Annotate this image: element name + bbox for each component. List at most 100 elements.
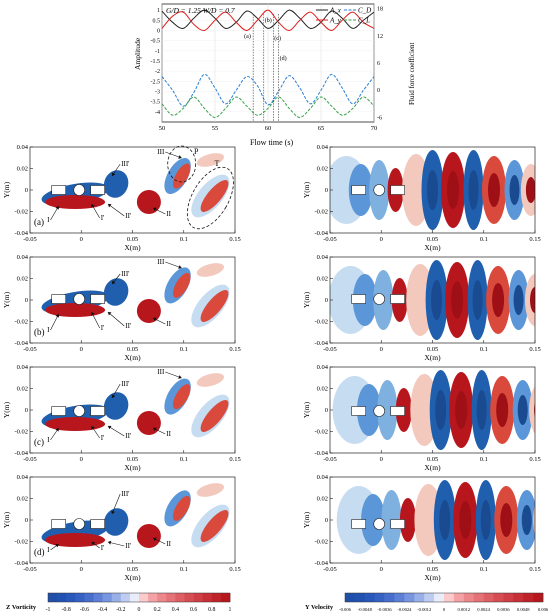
x-tick-label: 0 <box>380 236 383 243</box>
x-tick-label: -0.05 <box>23 346 37 353</box>
middle-circular-cylinder <box>73 405 85 417</box>
vortex-label: I' <box>101 214 105 222</box>
x-axis-label: X(m) <box>124 573 141 582</box>
x-axis-label: X(m) <box>124 463 141 472</box>
y-left-tick-label: -2.5 <box>151 79 161 85</box>
velocity-contour-core <box>525 177 535 203</box>
y-tick-label: 0.02 <box>17 276 28 283</box>
x-tick-label: 60 <box>265 125 272 132</box>
x-tick-label: 0.15 <box>529 456 540 463</box>
velocity-field <box>330 147 535 233</box>
vorticity-field <box>30 367 235 453</box>
positive-vortex <box>172 384 191 410</box>
y-axis-label: Y(m) <box>2 181 11 198</box>
x-tick-label: 0.1 <box>180 566 188 573</box>
vorticity-panel-c: -0.05 0 0.05 0.1 0.15 0.04 0.02 0 -0.02 -0.04 Y(m)… <box>2 365 241 472</box>
x-tick-label: 0.1 <box>480 456 488 463</box>
velocity-field <box>330 477 535 563</box>
x-tick-label: 0 <box>80 566 83 573</box>
y-left-tick-label: -4 <box>155 110 160 116</box>
velocity-contour-core <box>447 171 459 209</box>
vortex-label: II' <box>125 542 131 550</box>
vortex-label: II <box>166 540 171 548</box>
colorbar-band <box>57 593 67 602</box>
series-line-cd <box>161 73 375 107</box>
y-axis-label: Y(m) <box>2 291 11 308</box>
colorbar-band <box>394 593 405 602</box>
x-tick-label: 0.15 <box>529 236 540 243</box>
time-marker-label: (b) <box>265 17 272 24</box>
positive-shear-layer <box>45 195 106 209</box>
y-tick-label: 0 <box>325 187 328 194</box>
vortex-label: I' <box>101 324 105 332</box>
y-left-tick-label: -3.5 <box>151 100 161 106</box>
colorbar-tick-label: 0.6 <box>190 607 197 613</box>
velocity-colorbar <box>344 592 544 603</box>
x-axis-label: X(m) <box>124 243 141 252</box>
time-marker-label: (a) <box>244 33 251 40</box>
vortex-label: I <box>47 326 50 334</box>
series-line-cl <box>161 96 375 118</box>
vortex-label: III' <box>121 160 129 168</box>
colorbar-tick-label: -0.6 <box>80 607 89 613</box>
colorbar-band <box>111 593 122 602</box>
colorbar-band <box>220 593 231 602</box>
velocity-contour-core <box>488 173 500 207</box>
panel-letter: (d) <box>34 547 45 557</box>
vortex-triplet-outline <box>186 166 234 230</box>
colorbar-band <box>463 593 474 602</box>
y-tick-label: 0 <box>25 517 28 524</box>
y-tick-label: -0.02 <box>14 319 28 326</box>
velocity-contour-core <box>455 391 468 429</box>
colorbar-tick-label: 0 <box>138 607 141 613</box>
pair-label: P <box>194 147 199 156</box>
colorbar-band <box>84 593 94 602</box>
x-tick-label: 0.05 <box>427 456 438 463</box>
panel-letter: (c) <box>34 437 44 447</box>
colorbar-band <box>175 593 185 602</box>
velocity-panel-c: -0.05 0 0.05 0.1 0.15 0.04 0.02 0 -0.02 -0.04 Y(m)… <box>302 365 541 472</box>
y-right-label: Fluid force coefficient <box>408 42 416 105</box>
x-tick-label: -0.05 <box>323 236 337 243</box>
legend-cl: C_L <box>358 17 370 25</box>
colorbar-band <box>184 593 194 602</box>
x-tick-label: 0.15 <box>229 346 240 353</box>
colorbar-tick-label: -0.2 <box>116 607 125 613</box>
vortex-label: I <box>47 436 50 444</box>
velocity-contour-core <box>492 283 505 317</box>
colorbar-band <box>404 593 415 602</box>
axes: -0.05 0 0.05 0.1 0.15 0.04 0.02 0 -0.02 -0.04 Y(m)… <box>302 145 541 252</box>
colorbar-tick-label: 0.8 <box>208 607 215 613</box>
negative-vortex <box>103 392 129 420</box>
positive-shear-layer <box>45 533 106 547</box>
colorbar-band <box>193 593 203 602</box>
x-axis-label: X(m) <box>424 463 441 472</box>
vortex-label: I <box>47 546 50 554</box>
y-right-tick-labels: 18 12 6 0 -6 <box>377 7 383 122</box>
x-tick-label: 0 <box>380 566 383 573</box>
y-axis-label: Y(m) <box>2 511 11 528</box>
x-tick-label: 0.1 <box>480 236 488 243</box>
vortex-label: II' <box>125 212 131 220</box>
velocity-contour-core <box>480 500 491 540</box>
y-left-tick-label: -0.5 <box>151 39 161 45</box>
upstream-square-cylinder <box>51 519 67 529</box>
y-tick-label: -0.02 <box>314 319 328 326</box>
x-tick-label: -0.05 <box>23 456 37 463</box>
vortex-label: II <box>166 320 171 328</box>
x-tick-label: 0.05 <box>127 346 138 353</box>
middle-circular-cylinder <box>73 184 85 196</box>
colorbar-band <box>444 593 455 602</box>
y-tick-label: 0.04 <box>317 475 329 481</box>
y-axis-label: Y(m) <box>2 401 11 418</box>
y-tick-label: -0.02 <box>314 539 328 546</box>
weak-vortex <box>196 483 225 497</box>
x-axis-label: Flow time (s) <box>250 138 293 147</box>
x-tick-label: 0.05 <box>427 236 438 243</box>
velocity-contour-core <box>427 170 438 210</box>
colorbar-band <box>434 593 445 602</box>
y-right-tick-label: 12 <box>377 34 383 40</box>
velocity-contour-core <box>534 402 535 418</box>
downstream-square-cylinder <box>390 185 405 195</box>
y-tick-label: 0 <box>325 407 328 414</box>
